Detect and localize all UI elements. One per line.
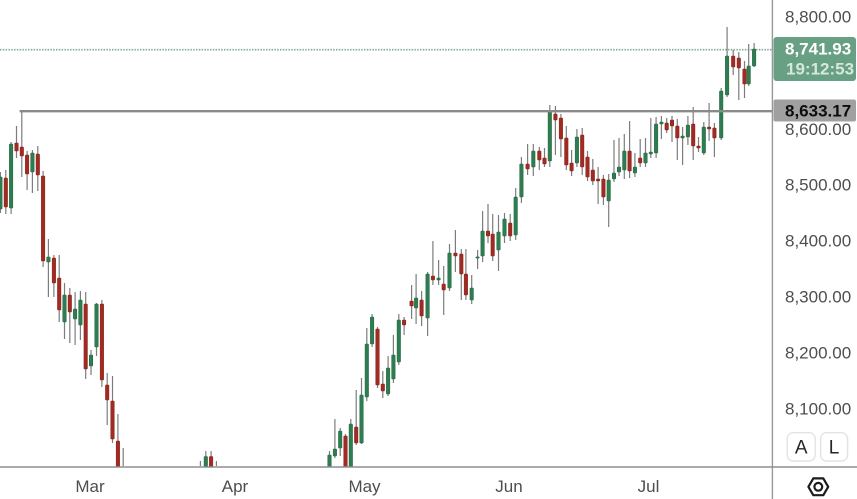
svg-text:8,300.00: 8,300.00 (785, 288, 851, 307)
svg-text:19:12:53: 19:12:53 (786, 60, 854, 79)
svg-text:May: May (348, 477, 381, 496)
svg-text:8,400.00: 8,400.00 (785, 232, 851, 251)
svg-text:8,600.00: 8,600.00 (785, 120, 851, 139)
svg-text:Mar: Mar (75, 477, 105, 496)
svg-text:8,800.00: 8,800.00 (785, 8, 851, 27)
svg-text:A: A (795, 438, 808, 459)
svg-text:Jun: Jun (495, 477, 522, 496)
svg-text:8,100.00: 8,100.00 (785, 399, 851, 418)
svg-text:8,633.17: 8,633.17 (785, 102, 851, 121)
svg-text:L: L (829, 438, 840, 459)
svg-text:Jul: Jul (638, 477, 660, 496)
svg-text:Apr: Apr (222, 477, 249, 496)
svg-text:8,741.93: 8,741.93 (785, 40, 851, 59)
svg-text:8,200.00: 8,200.00 (785, 343, 851, 362)
svg-text:8,500.00: 8,500.00 (785, 176, 851, 195)
